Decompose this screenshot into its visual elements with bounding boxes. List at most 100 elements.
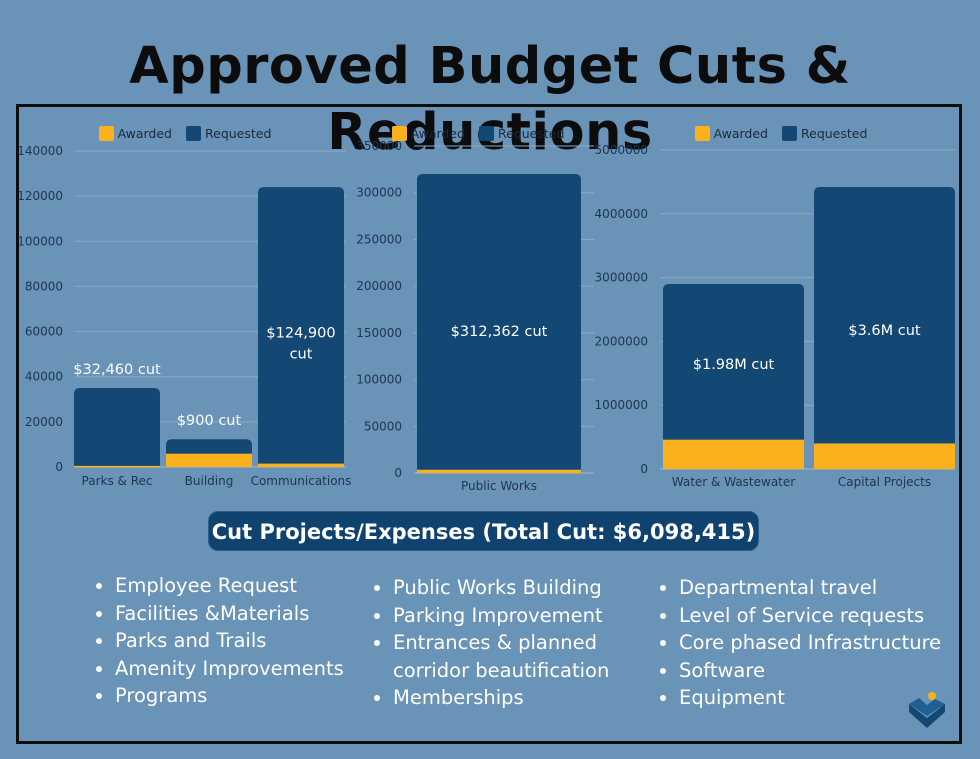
chart-plot: 0 20000 40000 60000 80000 100000 120000 140000 P… xyxy=(17,144,352,488)
y-tick-label: 0 xyxy=(55,460,63,474)
legend-label: Requested xyxy=(801,126,868,141)
cut-list-item: Amenity Improvements xyxy=(94,655,344,683)
y-tick-label: 2000000 xyxy=(595,334,648,348)
legend-swatch xyxy=(694,126,710,141)
bar-annotation: $32,460 cut xyxy=(73,362,161,378)
cut-list-item: Programs xyxy=(94,682,344,710)
legend-swatch xyxy=(479,126,494,141)
y-tick-label: 150000 xyxy=(356,326,402,340)
cut-list-column-3: Departmental travel Level of Service requ… xyxy=(658,574,941,712)
cut-list-item-text: Parks and Trails xyxy=(115,629,267,652)
y-tick-label: 300000 xyxy=(356,186,402,200)
chart-legend: Awarded Requested xyxy=(16,126,354,141)
y-tick-label: 80000 xyxy=(25,279,63,293)
cut-list-item: Memberships xyxy=(372,684,609,712)
legend-label: Requested xyxy=(498,126,565,141)
cut-list-item-text: Equipment xyxy=(679,686,785,709)
legend-item-requested: Requested xyxy=(479,126,564,141)
x-category-label: Parks & Rec xyxy=(82,474,153,488)
y-tick-label: 200000 xyxy=(356,279,402,293)
legend-label: Awarded xyxy=(117,126,172,141)
chart-public-works: Awarded Requested 0 50000 100000 150000 200000… xyxy=(354,108,602,508)
bar-awarded xyxy=(663,439,804,469)
cut-list-item-text: Parking Improvement xyxy=(393,603,603,627)
cut-list-item-text: Facilities &Materials xyxy=(115,601,310,625)
legend-label: Awarded xyxy=(410,126,465,141)
y-tick-label: 350000 xyxy=(356,139,402,153)
chart-legend: Awarded Requested xyxy=(354,126,602,141)
y-tick-label: 20000 xyxy=(25,415,63,429)
cut-list-item: Departmental travel xyxy=(658,574,941,602)
chart-plot: 0 1000000 2000000 3000000 4000000 5000000 Wate… xyxy=(595,143,955,489)
y-tick-label: 100000 xyxy=(356,373,402,387)
bar-requested xyxy=(663,283,804,469)
cut-list-item: Public Works Building xyxy=(372,574,609,602)
legend-swatch xyxy=(391,126,407,141)
cut-list-item-text: Level of Service requests xyxy=(679,603,925,627)
cut-list-item: Parking Improvement xyxy=(372,602,609,630)
y-tick-label: 1000000 xyxy=(595,398,648,412)
legend-item-requested: Requested xyxy=(186,126,271,141)
mountain-logo-icon xyxy=(909,692,945,728)
cut-list-item: Core phased Infrastructure xyxy=(658,629,941,657)
legend-swatch xyxy=(186,126,201,141)
legend-label: Awarded xyxy=(713,126,768,141)
bar-awarded xyxy=(166,453,252,467)
cut-list-item-text: Departmental travel xyxy=(679,576,878,599)
bar-annotation: $1.98M cut xyxy=(693,357,775,373)
cut-list-item: Equipment xyxy=(658,684,941,712)
cut-projects-heading: Cut Projects/Expenses (Total Cut: $6,098… xyxy=(208,511,759,551)
cut-list-item-text: Memberships xyxy=(393,686,524,709)
bar-annotation: $900 cut xyxy=(177,413,242,429)
x-category-label: Building xyxy=(185,474,234,488)
cut-list-item: Employee Request xyxy=(94,572,344,600)
cut-list-item-text: Software xyxy=(679,658,765,682)
legend-swatch xyxy=(98,126,114,141)
y-tick-label: 5000000 xyxy=(595,143,648,157)
bar-annotation: $3.6M cut xyxy=(848,323,921,339)
cut-list-item: Entrances & planned corridor beautificati… xyxy=(372,629,609,684)
bar-requested xyxy=(814,187,955,469)
cut-list-item-text: Programs xyxy=(115,684,208,707)
x-category-label: Water & Wastewater xyxy=(672,475,796,489)
cut-list-item-text: Entrances & planned xyxy=(393,631,597,654)
y-tick-label: 0 xyxy=(394,466,402,480)
cut-list-column-2: Public Works Building Parking Improvement… xyxy=(372,574,609,712)
y-tick-label: 250000 xyxy=(356,232,402,246)
cut-list-item: Level of Service requests xyxy=(658,602,941,630)
y-tick-label: 50000 xyxy=(364,419,402,433)
bar-annotation: cut xyxy=(290,347,313,363)
x-category-label: Communications xyxy=(251,474,352,488)
cut-list-item: Parks and Trails xyxy=(94,627,344,655)
bar-requested xyxy=(258,187,344,467)
y-tick-label: 60000 xyxy=(25,325,63,339)
cut-list-item-text: Employee Request xyxy=(115,574,297,597)
chart-departments: Awarded Requested 0 20000 40000 60000 80000 100… xyxy=(16,108,354,508)
bar-awarded xyxy=(258,463,344,467)
content-frame xyxy=(16,104,962,744)
y-tick-label: 100000 xyxy=(17,234,63,248)
cut-list-column-1: Employee Request Facilities &Materials Par… xyxy=(94,572,344,710)
chart-plot: 0 50000 100000 150000 200000 250000 300000 3500… xyxy=(356,139,594,493)
legend-item-awarded: Awarded xyxy=(98,126,172,141)
bar-annotation: $312,362 cut xyxy=(451,324,548,340)
legend-swatch xyxy=(782,126,797,141)
legend-label: Requested xyxy=(205,126,272,141)
chart-legend: Awarded Requested xyxy=(600,126,962,141)
cut-list-item: Facilities &Materials xyxy=(94,600,344,628)
y-tick-label: 40000 xyxy=(25,370,63,384)
legend-item-requested: Requested xyxy=(782,126,867,141)
cut-list-item: Software xyxy=(658,657,941,685)
cut-list-item-text: Public Works Building xyxy=(393,576,602,599)
x-category-label: Capital Projects xyxy=(838,475,931,489)
bar-annotation: $124,900 xyxy=(266,326,335,342)
bar-awarded xyxy=(417,469,581,473)
chart-utilities-capital: Awarded Requested 0 1000000 2000000 3000000 40… xyxy=(595,108,962,508)
y-tick-label: 140000 xyxy=(17,144,63,158)
cut-list-item-text: Amenity Improvements xyxy=(115,656,344,680)
cut-list-item-text: Core phased Infrastructure xyxy=(679,631,942,654)
bar-requested xyxy=(74,388,160,467)
y-tick-label: 0 xyxy=(640,462,648,476)
bar-requested xyxy=(417,174,581,473)
y-tick-label: 4000000 xyxy=(595,207,648,221)
